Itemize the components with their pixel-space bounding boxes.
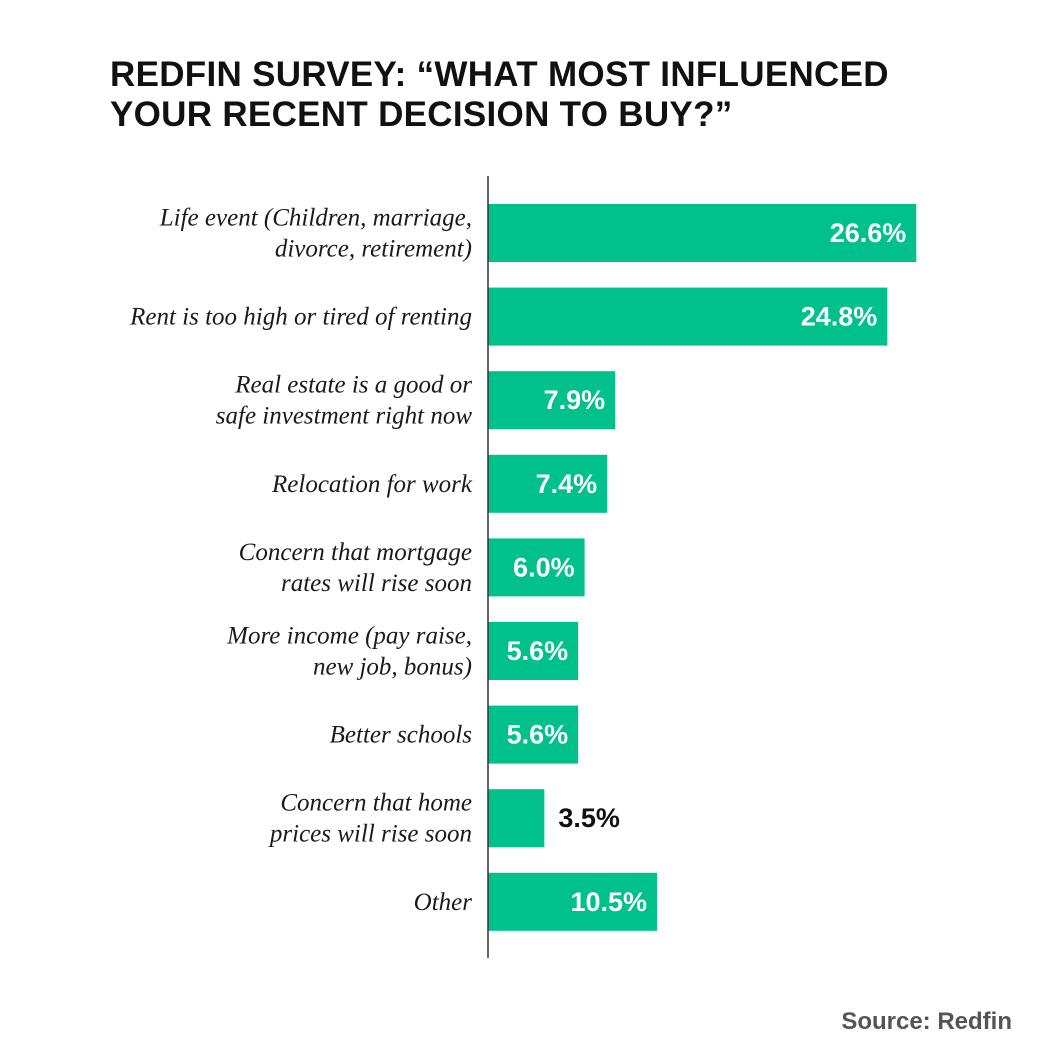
value-label: 24.8% xyxy=(801,302,878,332)
category-label: Concern that home prices will rise soon xyxy=(268,789,472,847)
category-label: Better schools xyxy=(330,721,472,748)
value-label: 10.5% xyxy=(570,887,647,917)
chart-title-line-2: YOUR RECENT DECISION TO BUY?” xyxy=(110,95,733,134)
bar xyxy=(488,454,608,513)
bar xyxy=(488,622,579,680)
bar xyxy=(488,872,658,931)
value-label: 3.5% xyxy=(558,803,620,833)
bar xyxy=(488,705,579,764)
category-label: Relocation for work xyxy=(271,470,473,497)
value-label: 6.0% xyxy=(513,552,575,582)
source-credit: Source: Redfin xyxy=(841,1008,1012,1035)
chart-title-line-1: REDFIN SURVEY: “WHAT MOST INFLUENCED xyxy=(110,55,889,94)
chart-title: REDFIN SURVEY: “WHAT MOST INFLUENCED YOU… xyxy=(110,55,990,135)
category-label: More income (pay raise, new job, bonus) xyxy=(226,622,472,680)
bar xyxy=(488,789,545,848)
bar xyxy=(488,204,917,262)
value-label: 26.6% xyxy=(830,218,907,248)
value-label: 7.4% xyxy=(536,469,598,499)
value-label: 7.9% xyxy=(544,385,606,415)
category-label: Concern that mortgage rates will rise soo… xyxy=(239,538,472,596)
value-label: 5.6% xyxy=(507,636,569,666)
category-label: Real estate is a good or safe investment … xyxy=(216,371,473,429)
value-label: 5.6% xyxy=(507,720,569,750)
bar xyxy=(488,538,585,597)
category-label: Life event (Children, marriage, divorce, … xyxy=(159,204,472,262)
bar xyxy=(488,371,616,430)
category-label: Other xyxy=(414,888,473,915)
category-label: Rent is too high or tired of renting xyxy=(129,303,472,330)
bar xyxy=(488,287,888,346)
